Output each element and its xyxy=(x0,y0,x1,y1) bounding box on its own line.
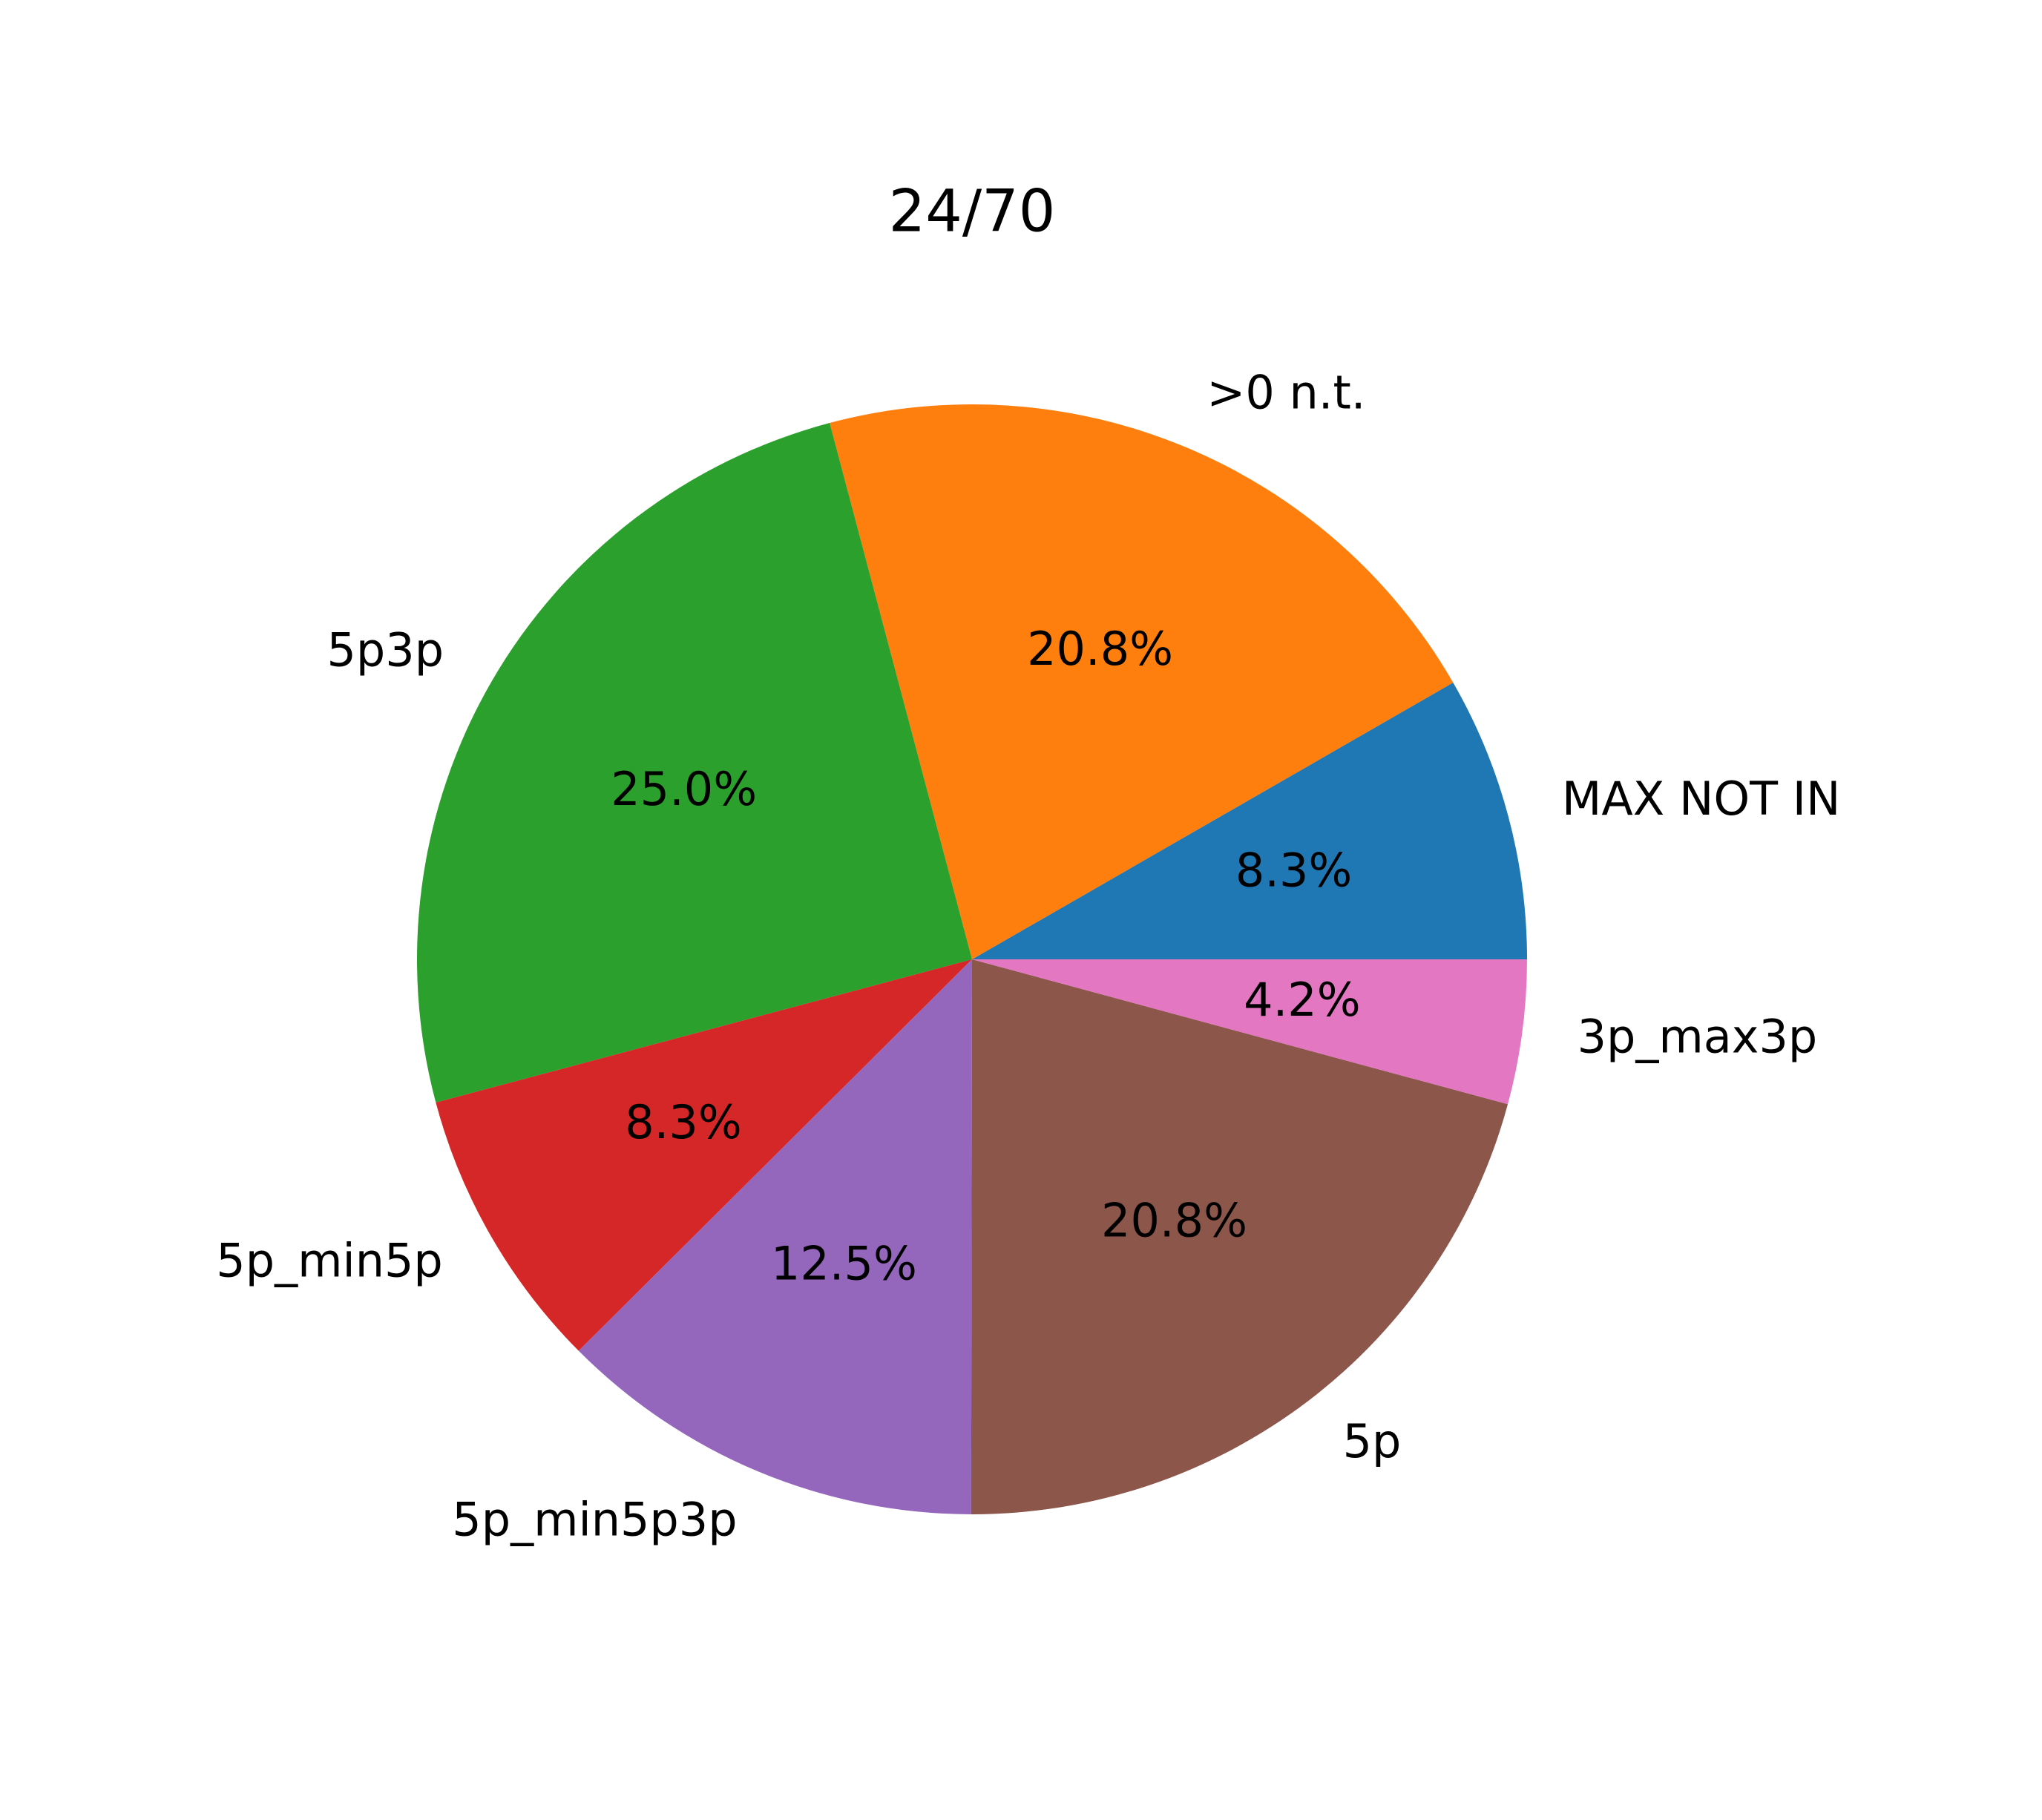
pie-slice xyxy=(578,959,972,1514)
pie-slices xyxy=(417,404,1527,1515)
slice-percent-label: 4.2% xyxy=(1244,973,1361,1027)
pie-slice xyxy=(972,683,1527,959)
slice-percent-label: 12.5% xyxy=(771,1236,917,1290)
slice-percent-label: 20.8% xyxy=(1027,622,1173,676)
chart-title: 24/70 xyxy=(889,178,1056,245)
slice-category-label: MAX NOT IN xyxy=(1562,772,1841,826)
pie-slice xyxy=(436,959,972,1351)
pie-slice xyxy=(830,404,1454,959)
pie-slice xyxy=(971,959,1508,1515)
slice-category-label: >0 n.t. xyxy=(1207,366,1365,420)
slice-category-label: 5p_min5p3p xyxy=(452,1493,737,1547)
pie-slice xyxy=(417,423,972,1103)
pie-slice xyxy=(972,959,1527,1105)
slice-percent-label: 25.0% xyxy=(611,762,757,816)
slice-percent-label: 8.3% xyxy=(1235,843,1353,897)
slice-percent-label: 20.8% xyxy=(1101,1194,1247,1248)
slice-category-label: 5p3p xyxy=(326,623,444,677)
slice-category-label: 5p xyxy=(1343,1414,1402,1468)
pie-labels: 8.3% MAX NOT IN 20.8% >0 n.t. 25.0% 5p3p 8.3% 5… xyxy=(216,366,1840,1547)
slice-category-label: 5p_min5p xyxy=(216,1233,443,1287)
slice-category-label: 3p_max3p xyxy=(1578,1009,1818,1063)
slice-percent-label: 8.3% xyxy=(625,1095,742,1149)
